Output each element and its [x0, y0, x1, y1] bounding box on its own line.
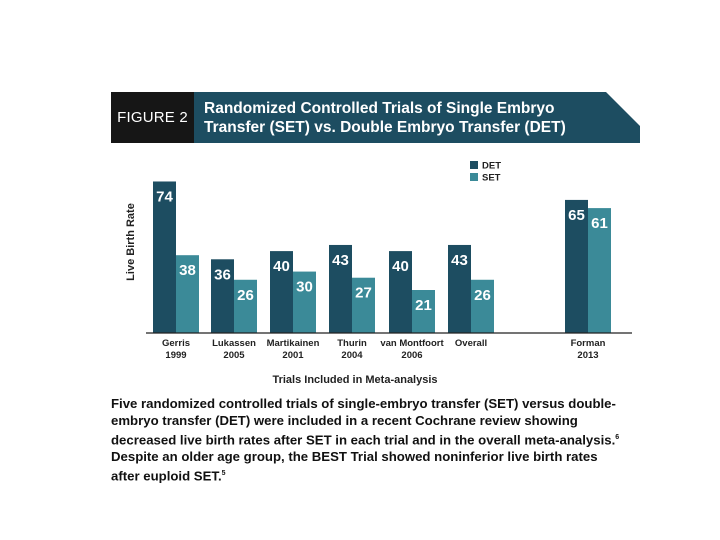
legend-label-set: SET: [482, 173, 501, 184]
value-label-det-3: 43: [332, 252, 349, 269]
figure-caption: Five randomized controlled trials of sin…: [111, 395, 651, 485]
bar-det-6: [565, 199, 588, 333]
x-tick-year-4: 2006: [401, 350, 422, 361]
x-axis-title: Trials Included in Meta-analysis: [272, 374, 437, 386]
y-axis-title: Live Birth Rate: [125, 203, 137, 281]
bar-set-1: [234, 279, 257, 333]
value-label-set-3: 27: [355, 285, 372, 302]
caption-line-4: Despite an older age group, the BEST Tri…: [111, 449, 598, 465]
x-tick-year-1: 2005: [223, 350, 245, 361]
bar-det-2: [270, 251, 293, 333]
x-tick-label-3: Thurin: [337, 338, 367, 349]
caption-ref-2: 5: [221, 470, 226, 478]
caption-line-2: embryo transfer (DET) were included in a…: [111, 413, 578, 428]
value-label-det-5: 43: [451, 252, 468, 269]
value-label-det-2: 40: [273, 258, 290, 275]
bar-set-4: [412, 290, 435, 333]
bar-det-0: [153, 181, 176, 333]
x-tick-year-6: 2013: [577, 350, 598, 361]
bar-det-1: [211, 259, 234, 333]
x-tick-year-3: 2004: [341, 350, 363, 361]
value-label-set-0: 38: [179, 262, 196, 279]
figure-label-text: FIGURE 2: [117, 109, 188, 126]
legend-swatch-det: [470, 161, 478, 169]
value-label-set-1: 26: [237, 287, 254, 304]
caption-ref-1: 6: [615, 434, 620, 441]
value-label-set-4: 21: [415, 297, 432, 314]
bar-set-0: [176, 255, 199, 333]
value-label-det-6: 65: [568, 207, 585, 224]
legend-swatch-set: [470, 173, 478, 181]
bar-det-4: [389, 251, 412, 333]
x-tick-label-5: Overall: [455, 338, 487, 349]
figure-label: FIGURE 2: [111, 92, 194, 143]
bar-det-5: [448, 244, 471, 333]
bar-set-6: [588, 208, 611, 333]
x-tick-label-2: Martikainen: [267, 338, 320, 349]
bar-det-3: [329, 244, 352, 333]
bar-set-5: [471, 279, 494, 333]
x-tick-year-2: 2001: [282, 350, 304, 361]
legend-label-det: DET: [482, 161, 501, 172]
x-tick-year-0: 1999: [165, 350, 186, 361]
value-label-set-5: 26: [474, 287, 491, 304]
figure-title: Randomized Controlled Trials of Single E…: [204, 100, 566, 136]
x-tick-label-6: Forman: [571, 338, 606, 349]
caption-line-1: Five randomized controlled trials of sin…: [111, 396, 616, 411]
x-tick-label-1: Lukassen: [212, 338, 256, 349]
x-tick-label-4: van Montfoort: [380, 338, 444, 349]
bar-set-3: [352, 277, 375, 333]
bar-set-2: [293, 271, 316, 333]
value-label-set-2: 30: [296, 279, 313, 296]
value-label-det-4: 40: [392, 258, 409, 275]
caption-line-3: decreased live birth rates after SET in …: [111, 432, 616, 448]
figure-title-bar: Randomized Controlled Trials of Single E…: [194, 92, 640, 143]
value-label-set-6: 61: [591, 215, 608, 232]
x-tick-label-0: Gerris: [162, 338, 190, 349]
caption-line-5: after euploid SET.: [111, 468, 222, 484]
value-label-det-0: 74: [156, 188, 173, 205]
value-label-det-1: 36: [214, 266, 231, 283]
